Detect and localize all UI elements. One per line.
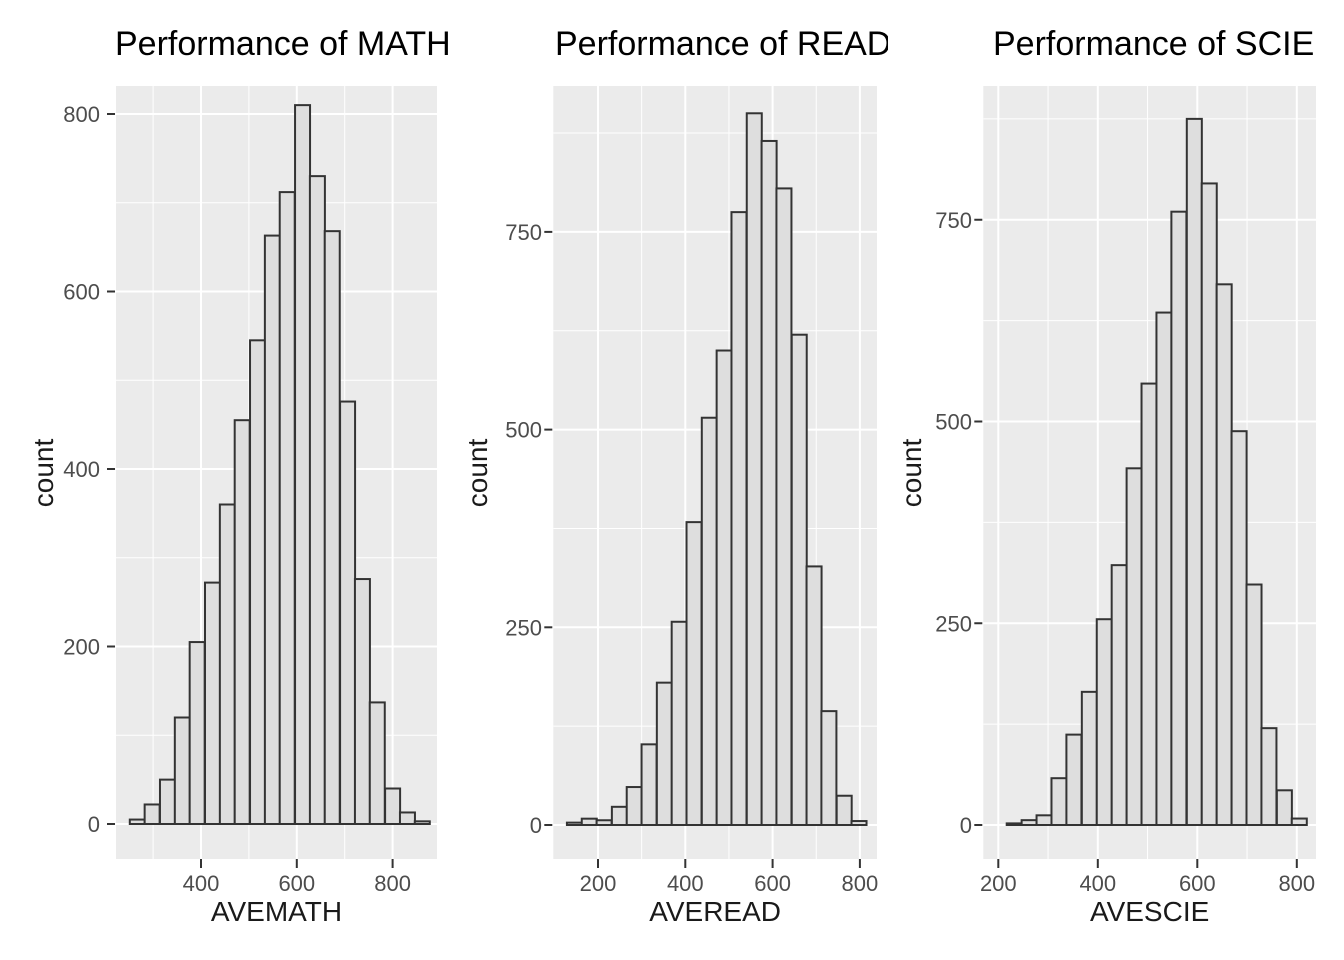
histogram-bar-averead: [775, 187, 793, 826]
x-tick-label-avemath: 800: [374, 871, 411, 896]
histogram-bar-averead: [670, 620, 688, 826]
histogram-bar-avemath: [143, 803, 161, 825]
histogram-bar-avemath: [203, 581, 221, 825]
histogram-bar-avemath: [278, 191, 296, 826]
histogram-bar-avescie: [1125, 467, 1143, 826]
histogram-bar-averead: [820, 710, 838, 827]
y-tick-label-averead: 0: [530, 813, 542, 838]
histogram-bar-averead: [580, 817, 598, 826]
x-tick-label-avemath: 400: [183, 871, 220, 896]
y-tick-label-averead: 250: [505, 615, 542, 640]
chart-title-avemath: Performance of MATH: [115, 25, 451, 63]
x-tick-label-avescie: 400: [1079, 871, 1116, 896]
x-tick-label-averead: 800: [842, 871, 879, 896]
y-tick-label-avemath: 200: [63, 635, 100, 660]
histogram-bar-avescie: [1005, 822, 1023, 826]
histogram-bar-avescie: [1290, 817, 1308, 827]
x-axis-title-averead: AVEREAD: [649, 896, 782, 927]
histogram-bar-avemath: [413, 820, 431, 826]
y-tick-label-avescie: 750: [935, 208, 972, 233]
histogram-bar-avemath: [188, 641, 206, 825]
histogram-bar-avemath: [158, 778, 176, 825]
y-tick-label-avemath: 600: [63, 280, 100, 305]
x-tick-label-avescie: 200: [980, 871, 1017, 896]
histogram-bar-averead: [745, 112, 763, 826]
histogram-bar-avescie: [1275, 789, 1293, 827]
histogram-bar-avescie: [1230, 430, 1248, 826]
histogram-bar-avescie: [1050, 777, 1068, 826]
histogram-bar-averead: [835, 794, 853, 827]
histogram-bar-avescie: [1110, 564, 1128, 826]
histogram-bar-averead: [625, 786, 643, 827]
y-tick-label-avescie: 0: [960, 813, 972, 838]
histogram-bar-avemath: [339, 400, 357, 825]
histogram-bar-avemath: [233, 419, 251, 825]
histogram-bar-avemath: [384, 787, 402, 825]
histogram-bar-avemath: [323, 230, 341, 825]
histogram-bar-avemath: [128, 818, 146, 825]
histogram-bar-avemath: [173, 716, 191, 825]
histogram-bar-avescie: [1185, 117, 1203, 826]
y-tick-label-avemath: 0: [88, 812, 100, 837]
chart-title-averead: Performance of READ: [555, 25, 888, 63]
y-tick-label-avescie: 500: [935, 410, 972, 435]
y-axis-title-averead: count: [462, 438, 493, 508]
histogram-bar-avemath: [249, 339, 267, 825]
histogram-bar-avemath: [308, 175, 326, 825]
histogram-bar-avescie: [1020, 819, 1038, 827]
histogram-bar-averead: [790, 333, 808, 826]
histogram-bar-avescie: [1155, 311, 1173, 826]
histogram-bar-averead: [640, 743, 658, 826]
histogram-bar-avescie: [1035, 814, 1053, 826]
histogram-bar-avescie: [1065, 733, 1083, 827]
x-tick-label-avescie: 600: [1179, 871, 1216, 896]
histogram-bar-averead: [685, 521, 703, 826]
y-tick-label-avescie: 250: [935, 611, 972, 636]
histogram-bar-avemath: [263, 234, 281, 825]
histogram-bar-averead: [715, 349, 733, 826]
x-tick-label-avemath: 600: [278, 871, 315, 896]
y-tick-label-avemath: 400: [63, 457, 100, 482]
histogram-bar-avescie: [1080, 690, 1098, 826]
histogram-bar-averead: [805, 565, 823, 826]
histogram-bar-averead: [850, 820, 868, 827]
x-tick-label-averead: 600: [754, 871, 791, 896]
histogram-bar-avescie: [1095, 618, 1113, 827]
histogram-bar-averead: [595, 819, 613, 826]
histogram-bar-avemath: [368, 701, 386, 825]
histogram-bar-avescie: [1140, 382, 1158, 826]
x-axis-title-avescie: AVESCIE: [1089, 896, 1210, 927]
y-tick-label-averead: 500: [505, 418, 542, 443]
x-tick-label-averead: 200: [580, 871, 617, 896]
y-axis-title-avescie: count: [896, 438, 927, 508]
y-tick-label-avemath: 800: [63, 102, 100, 127]
histogram-bar-avescie: [1215, 283, 1233, 826]
histogram-bar-avemath: [398, 811, 416, 826]
y-tick-label-averead: 750: [505, 220, 542, 245]
histogram-bar-averead: [565, 821, 583, 827]
histogram-bar-averead: [730, 211, 748, 826]
histogram-bar-avemath: [294, 104, 312, 825]
x-axis-title-avemath: AVEMATH: [210, 896, 343, 927]
x-tick-label-avescie: 800: [1278, 871, 1315, 896]
histogram-bar-avemath: [353, 578, 371, 825]
histogram-bar-avescie: [1245, 583, 1263, 826]
histogram-bar-averead: [700, 416, 718, 826]
histogram-bar-averead: [655, 681, 673, 826]
x-tick-label-averead: 400: [667, 871, 704, 896]
histogram-bar-avemath: [218, 503, 236, 825]
y-axis-title-avemath: count: [28, 438, 59, 508]
histogram-bar-avescie: [1170, 210, 1188, 826]
histogram-bar-averead: [760, 139, 778, 826]
histogram-bar-avescie: [1260, 727, 1278, 826]
histogram-bar-avescie: [1200, 182, 1218, 826]
chart-title-avescie: Performance of SCIE: [993, 25, 1315, 63]
histogram-bar-averead: [610, 805, 628, 826]
